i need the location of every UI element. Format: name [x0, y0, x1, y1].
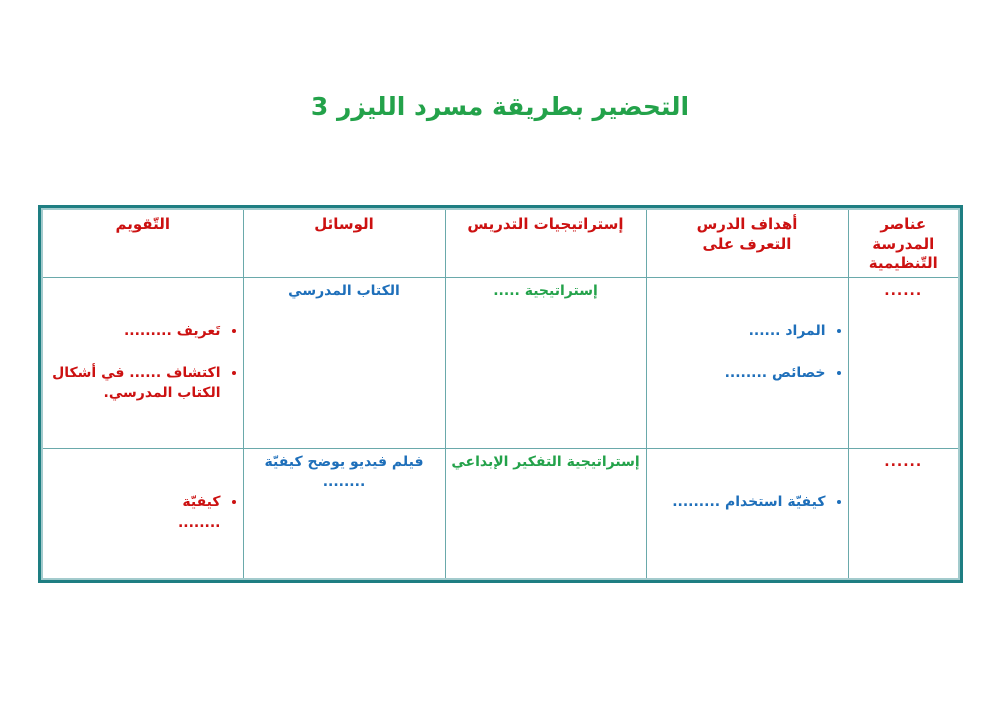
table-row: ...... كيفيّة استخدام ......... إستراتيج… — [42, 447, 959, 579]
table-frame-inner: عناصر المدرسة التّنظيمية أهداف الدرس الت… — [41, 208, 960, 580]
objectives-list: المراد ...... خصائص ........ — [651, 301, 844, 404]
col-header-school-elements: عناصر المدرسة التّنظيمية — [847, 209, 959, 278]
evaluation-list: كيفيّة ........ — [47, 472, 239, 554]
cell-lesson-objectives: المراد ...... خصائص ........ — [645, 276, 849, 449]
cell-evaluation: كيفيّة ........ — [42, 447, 244, 579]
lesson-prep-table: عناصر المدرسة التّنظيمية أهداف الدرس الت… — [42, 209, 959, 579]
list-item: تَعريف ......... — [49, 321, 221, 341]
cell-lesson-objectives: كيفيّة استخدام ......... — [645, 447, 849, 579]
col-header-means: الوسائل — [242, 209, 446, 278]
cell-school-elements: ...... — [847, 447, 959, 579]
col-header-evaluation: التّقويم — [42, 209, 244, 278]
col-header-lesson-objectives: أهداف الدرس التعرف على — [645, 209, 849, 278]
table-row: ...... المراد ...... خصائص ........ إستر… — [42, 276, 959, 449]
col-header-teaching-strategies: إستراتيجيات التدريس — [444, 209, 647, 278]
cell-means: فيلم فيديو يوضح كيفيّة ........ — [242, 447, 446, 579]
list-item: كيفيّة ........ — [49, 492, 221, 533]
cell-school-elements: ...... — [847, 276, 959, 449]
list-item: كيفيّة استخدام ......... — [653, 492, 825, 512]
list-item: اكتشاف ...... في أشكال الكتاب المدرسي. — [49, 363, 220, 404]
table-frame: عناصر المدرسة التّنظيمية أهداف الدرس الت… — [38, 205, 963, 583]
cell-teaching-strategies: إستراتيجية التفكير الإبداعي — [444, 447, 647, 579]
list-item: خصائص ........ — [653, 363, 826, 383]
cell-means: الكتاب المدرسي — [242, 276, 446, 449]
page-title: التحضير بطريقة مسرد الليزر 3 — [310, 92, 690, 121]
evaluation-list: تَعريف ......... اكتشاف ...... في أشكال … — [47, 301, 239, 425]
cell-evaluation: تَعريف ......... اكتشاف ...... في أشكال … — [42, 276, 244, 449]
cell-teaching-strategies: إستراتيجية ..... — [444, 276, 647, 449]
list-item: المراد ...... — [653, 321, 826, 341]
objectives-list: كيفيّة استخدام ......... — [651, 472, 844, 534]
header-row: عناصر المدرسة التّنظيمية أهداف الدرس الت… — [42, 209, 959, 278]
